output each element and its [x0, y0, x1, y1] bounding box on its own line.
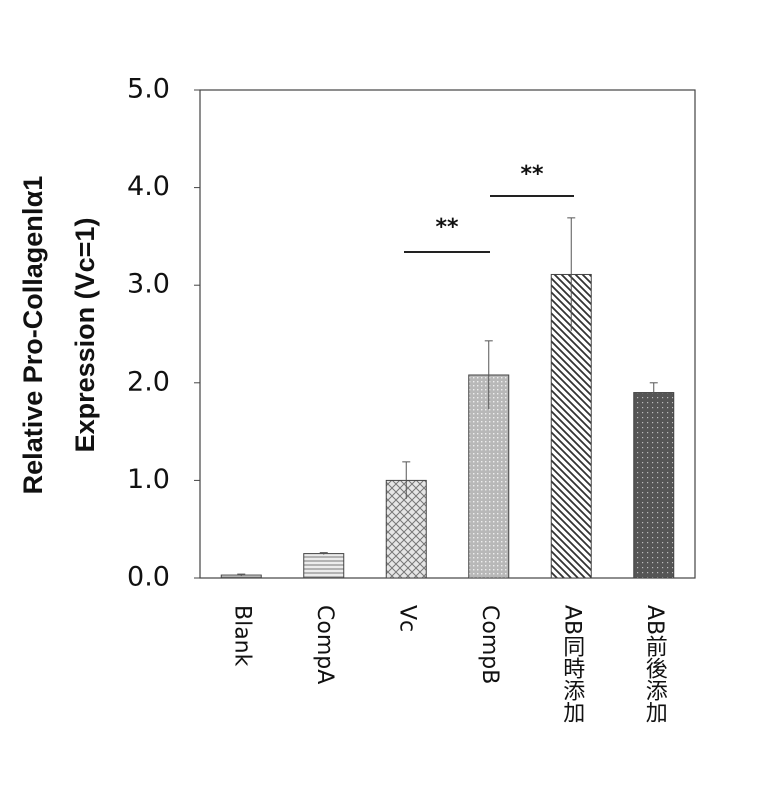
- significance-label: **: [520, 162, 544, 187]
- plot-frame: [199, 89, 696, 579]
- y-tick-label: 4.0: [127, 171, 170, 202]
- y-axis-label: Relative Pro-CollagenⅠα1: [18, 176, 48, 495]
- y-tick-label: 2.0: [127, 366, 170, 397]
- y-axis-label: Expression (Vc=1): [70, 218, 100, 453]
- x-tick-label: Blank: [229, 605, 254, 667]
- bar: [633, 392, 675, 579]
- y-tick-label: 1.0: [127, 464, 170, 495]
- x-tick-label: Vc: [394, 605, 419, 632]
- y-tick-label: 0.0: [127, 562, 170, 593]
- x-tick-label: CompB: [477, 605, 502, 684]
- y-tick-label: 3.0: [127, 269, 170, 300]
- x-tick-label: CompA: [312, 605, 337, 684]
- bar: [303, 553, 345, 579]
- x-tick-label: AB前後添加: [642, 605, 668, 724]
- significance-label: **: [435, 215, 459, 240]
- y-tick-label: 5.0: [127, 74, 170, 105]
- x-tick-label: AB同時添加: [559, 605, 585, 724]
